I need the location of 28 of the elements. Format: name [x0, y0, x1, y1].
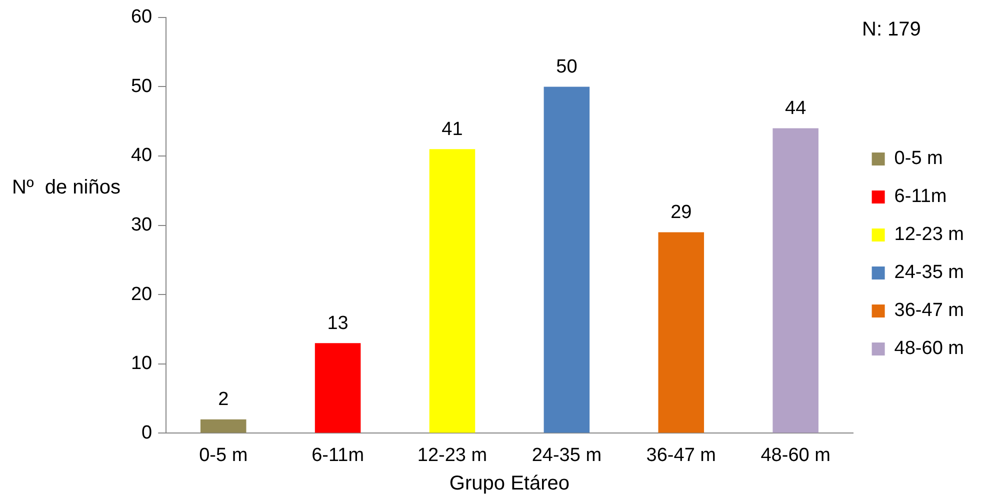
data-label: 44 — [785, 98, 807, 120]
legend-label: 24-35 m — [894, 262, 964, 284]
x-tick-label: 36-47 m — [646, 444, 716, 466]
text: N: 179 — [862, 18, 921, 41]
x-tick-label: 48-60 m — [760, 444, 830, 466]
y-tick-label: 30 — [130, 214, 152, 236]
y-tick-label: 60 — [130, 6, 152, 28]
y-tick-label: 20 — [130, 284, 152, 305]
y-tick-label: 0 — [142, 422, 152, 444]
y-axis-title: Nº de niños — [12, 176, 120, 199]
x-axis-title: Grupo Etáreo — [449, 472, 570, 495]
y-tick-label: 50 — [130, 76, 152, 97]
y-tick-label: 40 — [130, 145, 152, 166]
data-label: 41 — [442, 118, 463, 140]
x-tick-label: 12-23 m — [417, 444, 488, 466]
data-label: 13 — [327, 312, 348, 334]
x-tick-label: 24-35 m — [532, 444, 602, 466]
y-tick-label: 10 — [130, 353, 152, 374]
x-tick-label: 6-11m — [312, 444, 364, 466]
data-label: 29 — [670, 202, 692, 223]
data-label: 2 — [218, 389, 229, 410]
legend-label: 48-60 m — [894, 338, 964, 360]
legend-label: 36-47 m — [894, 300, 964, 322]
x-tick-label: 0-5 m — [199, 444, 248, 466]
legend-label: 6-11m — [894, 186, 947, 208]
data-label: 50 — [556, 56, 578, 78]
legend-label: 12-23 m — [894, 224, 964, 246]
legend-label: 0-5 m — [894, 148, 943, 170]
